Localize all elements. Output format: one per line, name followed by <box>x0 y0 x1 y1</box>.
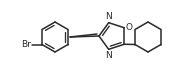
Text: Br: Br <box>21 40 31 49</box>
Text: N: N <box>105 51 112 60</box>
Text: O: O <box>125 23 132 32</box>
Text: N: N <box>105 12 112 21</box>
